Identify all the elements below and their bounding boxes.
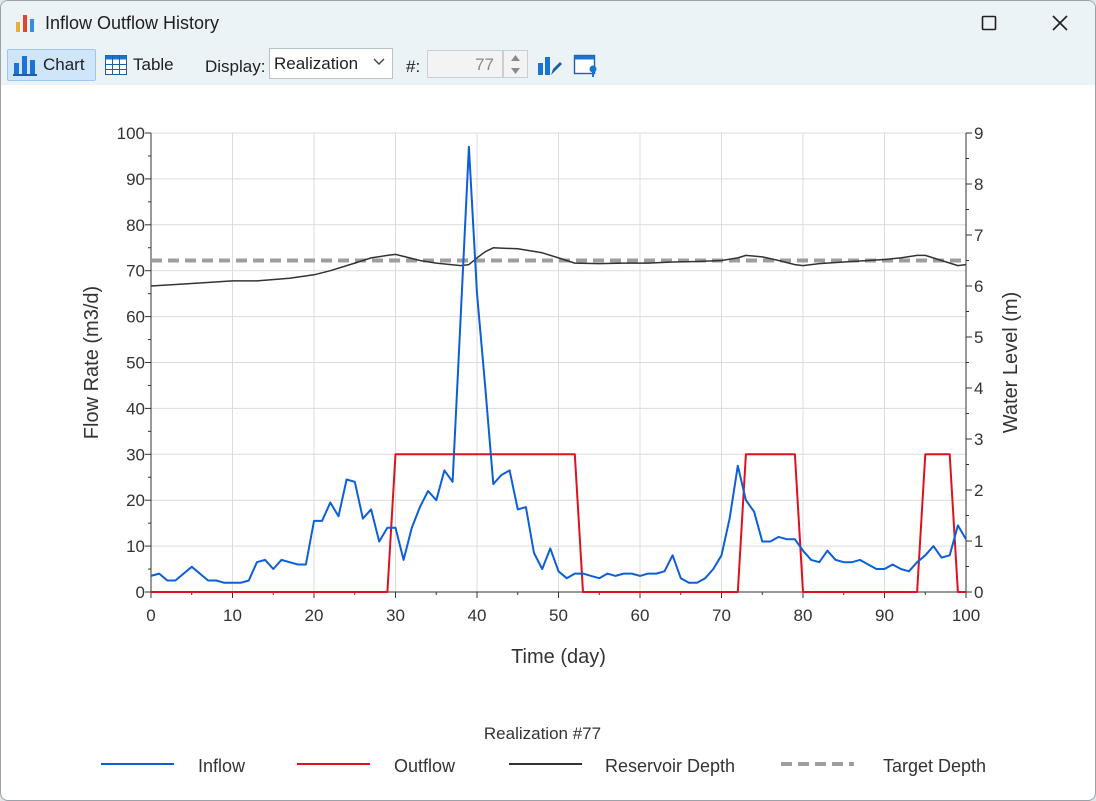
x-tick-label: 10	[223, 606, 242, 625]
window-title: Inflow Outflow History	[45, 13, 220, 33]
realization-spinner	[503, 50, 528, 78]
x-tick-label: 80	[794, 606, 813, 625]
y2-tick-label: 4	[974, 379, 983, 398]
window-settings-icon	[573, 54, 597, 77]
chart-subtitle: Realization #77	[484, 724, 601, 743]
spin-up-icon	[511, 54, 520, 61]
bar-chart-app-icon	[16, 15, 34, 32]
series-line-inflow	[150, 145, 967, 584]
series-line-outflow	[151, 453, 966, 593]
x-tick-label: 60	[631, 606, 650, 625]
y-tick-label: 40	[126, 399, 145, 418]
y2-tick-label: 2	[974, 481, 983, 500]
maximize-button[interactable]	[966, 1, 1012, 45]
y2-tick-label: 9	[974, 124, 983, 143]
y2-tick-label: 3	[974, 430, 983, 449]
y-tick-label: 10	[126, 537, 145, 556]
y2-tick-label: 8	[974, 175, 983, 194]
table-icon	[105, 55, 127, 75]
maximize-icon	[981, 15, 997, 31]
title-bar: Inflow Outflow History	[1, 1, 1095, 45]
chart-view-button[interactable]: Chart	[7, 49, 96, 81]
legend-label: Target Depth	[883, 756, 986, 776]
x-tick-label: 20	[305, 606, 324, 625]
chevron-down-icon	[373, 58, 385, 65]
y-tick-label: 100	[117, 124, 145, 143]
x-tick-label: 100	[952, 606, 980, 625]
y-axis-title: Flow Rate (m3/d)	[81, 286, 103, 439]
y2-tick-label: 5	[974, 328, 983, 347]
table-view-label: Table	[133, 55, 174, 74]
legend-label: Outflow	[394, 756, 456, 776]
display-select-value: Realization	[274, 54, 359, 73]
close-icon	[1052, 15, 1068, 31]
realization-number-label: #:	[406, 57, 421, 76]
y2-tick-label: 1	[974, 532, 983, 551]
close-button[interactable]	[1037, 1, 1083, 45]
y-tick-label: 30	[126, 445, 145, 464]
y-tick-label: 70	[126, 262, 145, 281]
table-view-button[interactable]: Table	[105, 49, 185, 81]
y2-tick-label: 0	[974, 583, 983, 602]
x-tick-label: 40	[468, 606, 487, 625]
legend-label: Reservoir Depth	[605, 756, 735, 776]
realization-number-input[interactable]: 77	[427, 50, 503, 78]
y2-tick-label: 7	[974, 226, 983, 245]
chart-icon	[13, 56, 37, 76]
y-tick-label: 20	[126, 491, 145, 510]
edit-chart-button[interactable]	[537, 51, 563, 79]
x-tick-label: 0	[146, 606, 155, 625]
spin-down-button[interactable]	[504, 64, 527, 77]
spin-down-icon	[511, 67, 520, 74]
series-line-reservoir-depth	[150, 247, 967, 287]
y-tick-label: 80	[126, 216, 145, 235]
display-label: Display:	[205, 57, 266, 76]
y-tick-label: 0	[136, 583, 145, 602]
x-axis-title: Time (day)	[511, 646, 606, 668]
legend-label: Inflow	[198, 756, 246, 776]
y2-axis-title: Water Level (m)	[1000, 292, 1022, 434]
x-tick-label: 90	[875, 606, 894, 625]
display-select[interactable]: Realization	[269, 48, 393, 79]
window-settings-button[interactable]	[573, 51, 599, 79]
y2-tick-label: 6	[974, 277, 983, 296]
x-tick-label: 30	[386, 606, 405, 625]
edit-chart-icon	[538, 57, 562, 75]
y-tick-label: 90	[126, 170, 145, 189]
chart-view-label: Chart	[43, 55, 85, 74]
spin-up-button[interactable]	[504, 51, 527, 64]
y-tick-label: 60	[126, 308, 145, 327]
x-tick-label: 70	[712, 606, 731, 625]
y-tick-label: 50	[126, 354, 145, 373]
x-tick-label: 50	[549, 606, 568, 625]
